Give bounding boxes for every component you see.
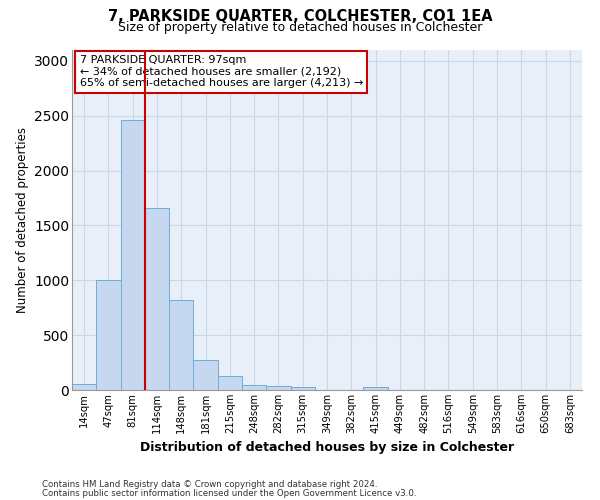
Bar	[218, 376, 242, 390]
Bar	[364, 388, 388, 390]
Bar	[266, 386, 290, 390]
Bar	[121, 120, 145, 390]
Bar	[72, 384, 96, 390]
Text: Contains HM Land Registry data © Crown copyright and database right 2024.: Contains HM Land Registry data © Crown c…	[42, 480, 377, 489]
Bar	[193, 360, 218, 390]
Y-axis label: Number of detached properties: Number of detached properties	[16, 127, 29, 313]
Text: 7, PARKSIDE QUARTER, COLCHESTER, CO1 1EA: 7, PARKSIDE QUARTER, COLCHESTER, CO1 1EA	[107, 9, 493, 24]
Bar	[169, 300, 193, 390]
Text: Size of property relative to detached houses in Colchester: Size of property relative to detached ho…	[118, 22, 482, 35]
Bar	[242, 385, 266, 390]
Text: 7 PARKSIDE QUARTER: 97sqm
← 34% of detached houses are smaller (2,192)
65% of se: 7 PARKSIDE QUARTER: 97sqm ← 34% of detac…	[80, 55, 363, 88]
X-axis label: Distribution of detached houses by size in Colchester: Distribution of detached houses by size …	[140, 442, 514, 454]
Bar	[96, 280, 121, 390]
Bar	[290, 386, 315, 390]
Text: Contains public sector information licensed under the Open Government Licence v3: Contains public sector information licen…	[42, 488, 416, 498]
Bar	[145, 208, 169, 390]
